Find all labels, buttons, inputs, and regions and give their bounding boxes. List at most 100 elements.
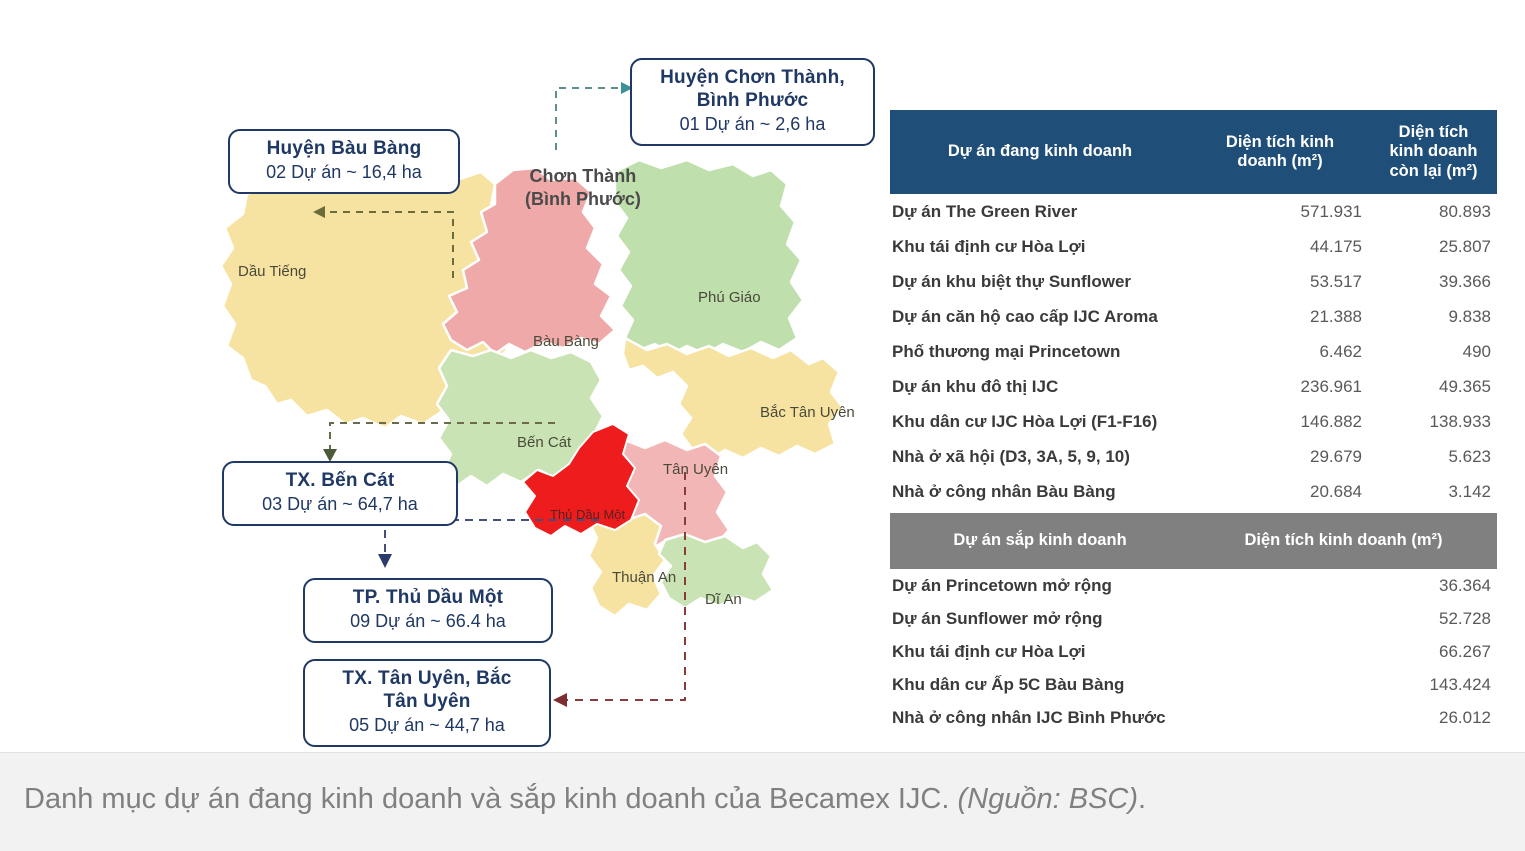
- cell-project-name: Khu tái định cư Hòa Lợi: [892, 236, 1086, 256]
- table-row: Nhà ở công nhân Bàu Bàng 20.684 3.142: [890, 474, 1497, 509]
- th-ongoing-name: Dự án đang kinh doanh: [947, 142, 1133, 161]
- cell-remaining-area: 490: [1462, 341, 1491, 361]
- table-row: Nhà ở công nhân IJC Bình Phước 26.012: [890, 701, 1497, 734]
- callout-chon-thanh[interactable]: Huyện Chơn Thành, Bình Phước 01 Dự án ~ …: [630, 58, 875, 147]
- th-ongoing-remaining: Diện tích kinh doanh còn lại (m²): [1370, 123, 1497, 181]
- callout-chon-thanh-subtitle: 01 Dự án ~ 2,6 ha: [679, 114, 826, 135]
- callout-tan-uyen-title-line1: TX. Tân Uyên, Bắc: [342, 668, 512, 689]
- region-bac-tan-uyen: [621, 336, 845, 462]
- table-row: Nhà ở xã hội (D3, 3A, 5, 9, 10) 29.679 5.6…: [890, 439, 1497, 474]
- connector-chon-thanh: [555, 87, 627, 150]
- callout-bau-bang[interactable]: Huyện Bàu Bàng 02 Dự án ~ 16,4 ha: [228, 129, 460, 195]
- callout-chon-thanh-title-line2: Bình Phước: [696, 90, 809, 112]
- th-ongoing-area-line2: doanh (m²): [1237, 152, 1323, 170]
- callout-ben-cat-title: TX. Bến Cát: [285, 470, 395, 491]
- cell-project-name: Khu tái định cư Hòa Lợi: [892, 641, 1086, 661]
- table-ongoing-header-row: Dự án đang kinh doanh Diện tích kinh doa…: [890, 110, 1497, 194]
- cell-project-name: Dự án Sunflower mở rộng: [892, 608, 1103, 628]
- table-row: Dự án Sunflower mở rộng 52.728: [890, 602, 1497, 635]
- th-ongoing-remaining-line3: còn lại (m²): [1389, 161, 1478, 180]
- region-di-an: [657, 532, 775, 610]
- cell-business-area: 52.728: [1439, 608, 1491, 628]
- cell-remaining-area: 39.366: [1439, 271, 1491, 291]
- region-phu-giao: [613, 158, 805, 356]
- arrowhead-chon-thanh: [621, 82, 633, 94]
- binh-duong-province-map: Chơn Thành (Bình Phước) Dầu Tiếng Bàu Bà…: [195, 20, 885, 740]
- th-ongoing-remaining-line2: kinh doanh: [1389, 142, 1478, 161]
- callout-tan-uyen[interactable]: TX. Tân Uyên, Bắc Tân Uyên 05 Dự án ~ 44…: [303, 659, 551, 748]
- map-label-chon-thanh: Chơn Thành (Bình Phước): [525, 165, 641, 210]
- cell-business-area: 236.961: [1300, 376, 1362, 396]
- table-row: Dự án căn hộ cao cấp IJC Aroma 21.388 9.83…: [890, 299, 1497, 334]
- callout-bau-bang-subtitle: 02 Dự án ~ 16,4 ha: [266, 162, 422, 183]
- caption-trailing: .: [1138, 783, 1147, 815]
- cell-project-name: Dự án Princetown mở rộng: [892, 575, 1112, 595]
- cell-project-name: Dự án khu biệt thự Sunflower: [892, 271, 1132, 291]
- table-row: Khu dân cư IJC Hòa Lợi (F1-F16) 146.882 13…: [890, 404, 1497, 439]
- cell-remaining-area: 80.893: [1439, 201, 1491, 221]
- cell-business-area: 66.267: [1439, 641, 1491, 661]
- cell-remaining-area: 9.838: [1448, 306, 1491, 326]
- table-upcoming-body: Dự án Princetown mở rộng 36.364 Dự án Sunf…: [890, 569, 1497, 734]
- callout-thu-dau-mot[interactable]: TP. Thủ Dầu Một 09 Dự án ~ 66.4 ha: [303, 578, 553, 644]
- region-bau-bang: [441, 166, 617, 356]
- table-row: Dự án khu biệt thự Sunflower 53.517 39.366: [890, 264, 1497, 299]
- connector-ben-cat: [329, 422, 555, 452]
- callout-thu-dau-mot-subtitle: 09 Dự án ~ 66.4 ha: [350, 611, 506, 632]
- map-svg: [219, 82, 845, 707]
- table-row: Dự án The Green River 571.931 80.893: [890, 194, 1497, 229]
- th-ongoing-remaining-line1: Diện tích: [1398, 122, 1469, 141]
- cell-remaining-area: 138.933: [1429, 411, 1491, 431]
- cell-project-name: Nhà ở công nhân Bàu Bàng: [892, 481, 1116, 501]
- caption: Danh mục dự án đang kinh doanh và sắp ki…: [24, 783, 1146, 816]
- cell-business-area: 29.679: [1310, 446, 1362, 466]
- caption-source: (Nguồn: BSC): [957, 783, 1139, 815]
- cell-business-area: 44.175: [1310, 236, 1362, 256]
- callout-ben-cat-subtitle: 03 Dự án ~ 64,7 ha: [262, 494, 418, 515]
- chon-thanh-line1: Chơn Thành: [529, 166, 637, 186]
- table-row: Khu tái định cư Hòa Lợi 66.267: [890, 635, 1497, 668]
- callout-tan-uyen-subtitle: 05 Dự án ~ 44,7 ha: [349, 715, 505, 736]
- cell-business-area: 26.012: [1439, 707, 1491, 727]
- cell-remaining-area: 3.142: [1448, 481, 1491, 501]
- region-thuan-an: [585, 510, 667, 618]
- cell-remaining-area: 49.365: [1439, 376, 1491, 396]
- cell-project-name: Dự án khu đô thị IJC: [892, 376, 1059, 396]
- cell-project-name: Nhà ở xã hội (D3, 3A, 5, 9, 10): [892, 446, 1130, 466]
- callout-ben-cat[interactable]: TX. Bến Cát 03 Dự án ~ 64,7 ha: [222, 461, 458, 527]
- cell-remaining-area: 5.623: [1448, 446, 1491, 466]
- table-row: Khu dân cư Ấp 5C Bàu Bàng 143.424: [890, 668, 1497, 701]
- th-upcoming-area: Diện tích kinh doanh (m²): [1244, 531, 1443, 550]
- cell-remaining-area: 25.807: [1439, 236, 1491, 256]
- table-row: Phố thương mại Princetown 6.462 490: [890, 334, 1497, 369]
- cell-project-name: Khu dân cư Ấp 5C Bàu Bàng: [892, 674, 1125, 694]
- cell-business-area: 21.388: [1310, 306, 1362, 326]
- connector-bau-bang: [313, 211, 454, 278]
- cell-business-area: 143.424: [1429, 674, 1491, 694]
- arrowhead-thu-dau-mot: [378, 554, 392, 568]
- table-upcoming-projects: Dự án sắp kinh doanh Diện tích kinh doan…: [890, 513, 1497, 734]
- th-ongoing-area-line1: Diện tích kinh: [1225, 132, 1335, 151]
- callout-thu-dau-mot-title: TP. Thủ Dầu Một: [352, 587, 504, 608]
- cell-project-name: Dự án The Green River: [892, 201, 1078, 221]
- cell-business-area: 146.882: [1300, 411, 1362, 431]
- table-ongoing-body: Dự án The Green River 571.931 80.893 Khu tá…: [890, 194, 1497, 509]
- cell-business-area: 36.364: [1439, 575, 1491, 595]
- cell-project-name: Phố thương mại Princetown: [892, 341, 1121, 361]
- table-row: Dự án Princetown mở rộng 36.364: [890, 569, 1497, 602]
- caption-band: Danh mục dự án đang kinh doanh và sắp ki…: [0, 752, 1525, 851]
- cell-project-name: Dự án căn hộ cao cấp IJC Aroma: [892, 306, 1158, 326]
- arrowhead-bau-bang: [313, 206, 325, 218]
- table-row: Khu tái định cư Hòa Lợi 44.175 25.807: [890, 229, 1497, 264]
- table-upcoming-header-row: Dự án sắp kinh doanh Diện tích kinh doan…: [890, 513, 1497, 569]
- region-thu-dau-mot-highlighted: [522, 423, 640, 537]
- cell-business-area: 571.931: [1300, 201, 1362, 221]
- connector-tan-uyen: [563, 472, 686, 701]
- callout-tan-uyen-title-line2: Tân Uyên: [383, 691, 471, 713]
- cell-business-area: 53.517: [1310, 271, 1362, 291]
- th-upcoming-name: Dự án sắp kinh doanh: [953, 531, 1127, 550]
- arrowhead-tan-uyen: [553, 693, 567, 707]
- cell-business-area: 20.684: [1310, 481, 1362, 501]
- cell-project-name: Khu dân cư IJC Hòa Lợi (F1-F16): [892, 411, 1158, 431]
